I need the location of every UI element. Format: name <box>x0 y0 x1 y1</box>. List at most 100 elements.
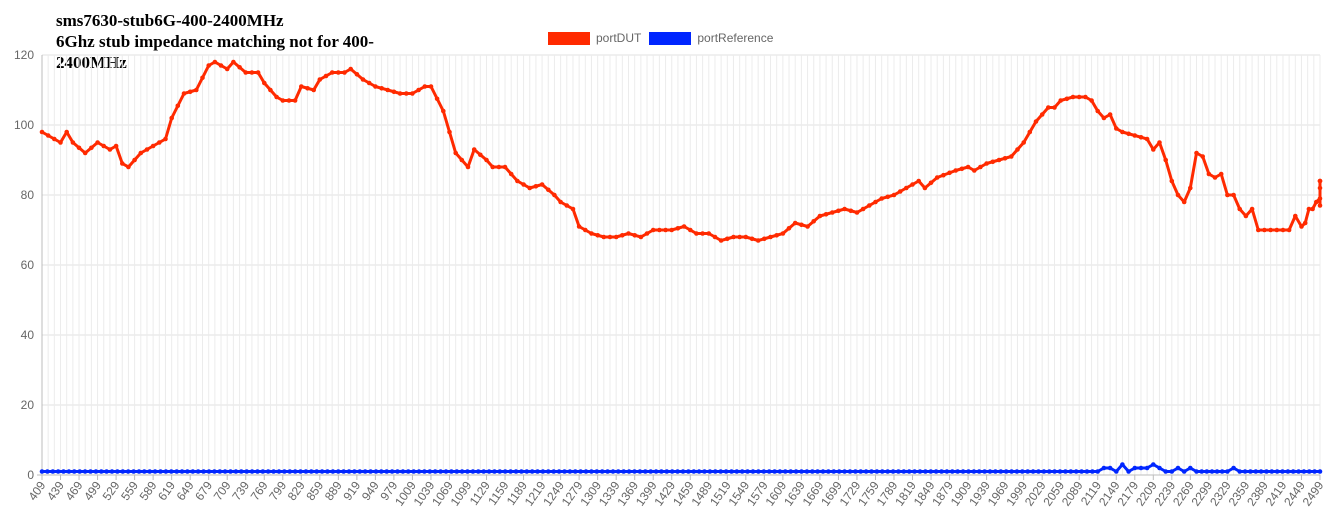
data-point-portreference <box>379 469 384 474</box>
data-point-portdut <box>101 143 106 149</box>
data-point-portreference <box>152 469 158 474</box>
data-point-portreference <box>1030 469 1036 474</box>
data-point-portreference <box>319 469 325 474</box>
data-point-portdut <box>404 91 409 96</box>
data-point-portreference <box>142 469 147 474</box>
data-point-portdut <box>786 226 792 231</box>
data-point-portreference <box>556 469 562 474</box>
data-point-portreference <box>1194 469 1199 474</box>
data-point-portreference <box>179 469 185 474</box>
data-point-portdut <box>1151 147 1156 152</box>
data-point-portreference <box>1068 469 1074 474</box>
data-point-portreference <box>50 469 56 474</box>
data-point-portdut <box>1095 108 1100 114</box>
data-point-portreference <box>1280 469 1285 474</box>
x-tick-label: 919 <box>340 478 363 503</box>
data-point-portreference <box>1317 469 1323 474</box>
data-point-portreference <box>406 469 411 474</box>
data-point-portreference <box>880 469 885 474</box>
data-point-portreference <box>675 469 680 474</box>
data-point-portdut <box>576 224 582 229</box>
data-point-portdut <box>607 234 613 240</box>
data-point-portreference <box>1025 469 1030 474</box>
data-point-portreference <box>1003 469 1009 474</box>
data-point-portdut <box>681 224 687 229</box>
data-point-portdut <box>52 136 57 142</box>
data-point-portdut <box>984 161 989 166</box>
data-point-portreference <box>201 469 206 474</box>
data-point-portdut <box>836 208 841 214</box>
data-point-portreference <box>976 469 982 474</box>
data-point-portdut <box>360 77 366 82</box>
data-point-portdut <box>441 108 446 114</box>
data-point-portdut <box>447 129 452 135</box>
data-point-portreference <box>810 469 815 474</box>
legend-swatch-portreference <box>649 31 692 45</box>
data-point-portdut <box>842 206 847 212</box>
data-point-portdut <box>1126 131 1131 137</box>
data-point-portreference <box>594 469 600 474</box>
data-point-portdut <box>508 171 514 177</box>
data-point-portdut <box>755 238 761 243</box>
data-point-portdut <box>76 145 82 151</box>
data-point-portdut <box>546 187 551 193</box>
data-point-portdut <box>1188 185 1193 191</box>
data-point-portdut <box>595 233 600 238</box>
data-point-portdut <box>1249 206 1255 212</box>
data-point-portreference <box>502 469 508 474</box>
data-point-portdut <box>1286 227 1292 233</box>
x-tick-label: 769 <box>248 478 271 503</box>
data-point-portdut <box>478 152 483 158</box>
data-point-portreference <box>971 469 977 474</box>
data-point-portreference <box>271 469 276 474</box>
data-point-portreference <box>1204 469 1210 474</box>
data-point-portreference <box>276 469 282 474</box>
data-point-portdut <box>397 91 403 96</box>
data-point-portreference <box>1181 469 1187 474</box>
data-point-portdut <box>95 140 100 145</box>
chart-title-line-1: sms7630-stub6G-400-2400MHz <box>56 11 284 30</box>
data-point-portreference <box>357 469 363 474</box>
data-point-portreference <box>1009 469 1014 474</box>
data-point-portdut <box>1225 192 1230 198</box>
data-point-portdut <box>823 212 829 217</box>
data-point-portdut <box>1314 199 1319 205</box>
data-point-portreference <box>454 469 460 474</box>
data-point-portdut <box>743 234 749 240</box>
data-point-portreference <box>901 469 907 474</box>
data-point-portdut <box>1206 171 1212 177</box>
data-point-portdut <box>317 77 323 82</box>
data-point-portreference <box>691 469 697 474</box>
data-point-portreference <box>842 469 847 474</box>
data-point-portdut <box>1194 150 1199 156</box>
legend-item-portdut[interactable]: portDUT <box>548 31 641 45</box>
data-point-portdut <box>583 227 588 233</box>
data-point-portdut <box>342 70 347 75</box>
data-point-portreference <box>648 469 653 474</box>
data-point-portreference <box>955 469 960 474</box>
data-point-portdut <box>811 219 816 224</box>
data-point-portdut <box>373 84 378 89</box>
data-point-portreference <box>519 469 524 474</box>
data-point-portdut <box>854 210 860 215</box>
x-tick-label: 2499 <box>1300 478 1327 508</box>
data-point-portdut <box>1293 213 1298 219</box>
data-point-portreference <box>303 469 309 474</box>
data-point-portreference <box>529 469 535 474</box>
data-point-portreference <box>384 469 390 474</box>
data-point-portdut <box>712 234 718 240</box>
data-point-portdut <box>1033 119 1039 124</box>
legend-item-portreference[interactable]: portReference <box>649 31 773 45</box>
data-point-portreference <box>1052 469 1057 474</box>
data-point-portdut <box>990 159 996 165</box>
data-point-portreference <box>508 469 513 474</box>
data-point-portreference <box>589 469 594 474</box>
data-point-portreference <box>1264 469 1269 474</box>
data-point-portdut <box>972 168 977 173</box>
data-point-portreference <box>465 469 470 474</box>
data-point-portreference <box>621 469 626 474</box>
data-point-portreference <box>352 469 357 474</box>
data-point-portdut <box>922 185 928 191</box>
legend-swatch-portdut <box>548 31 590 45</box>
data-point-portreference <box>610 469 616 474</box>
